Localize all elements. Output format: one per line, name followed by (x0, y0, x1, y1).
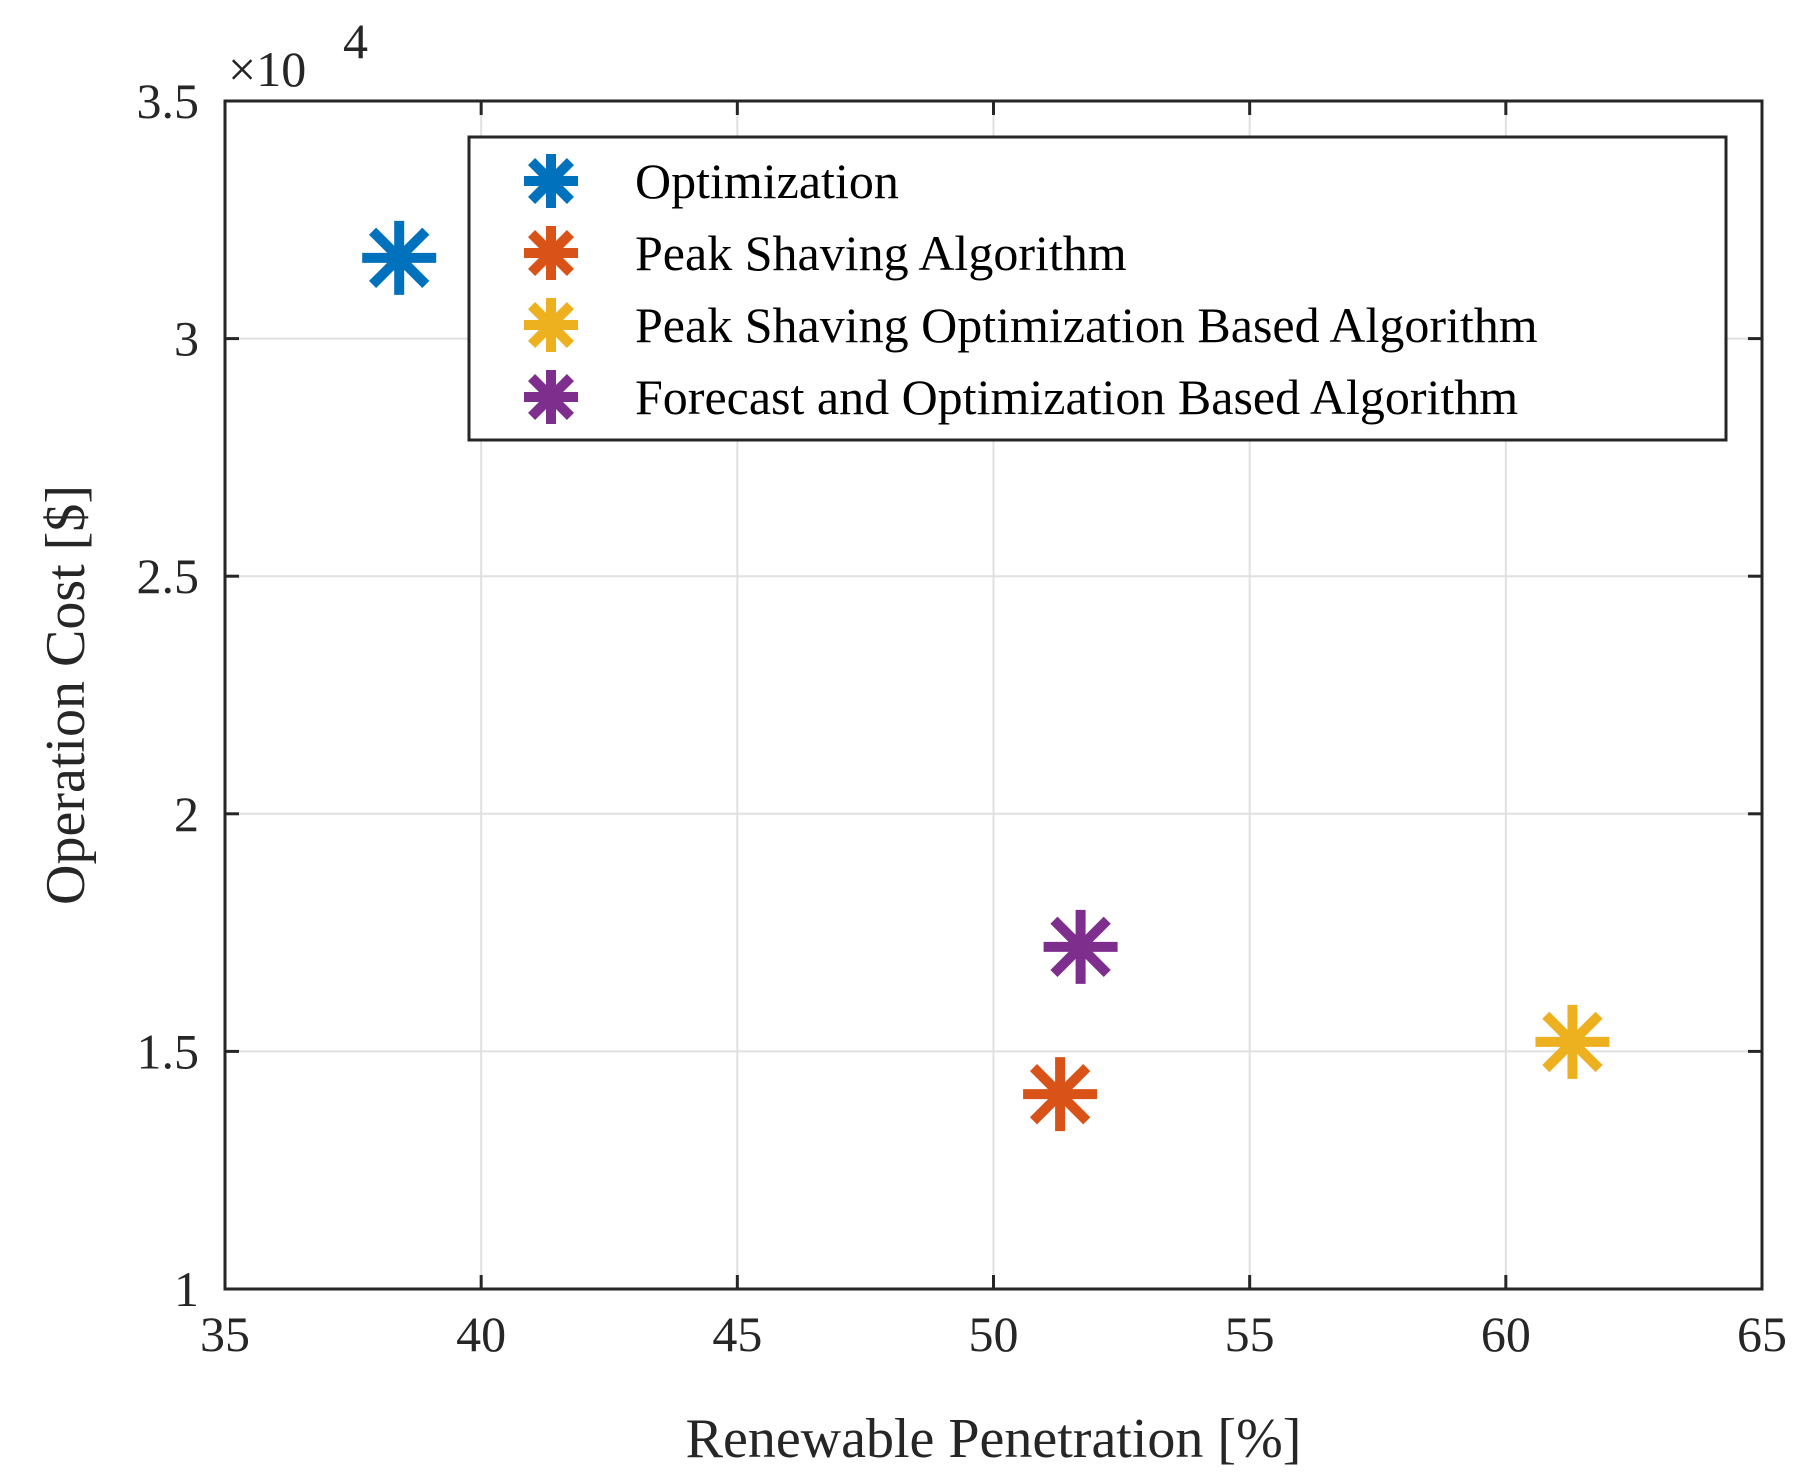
data-point (362, 220, 437, 295)
x-tick-label: 55 (1225, 1306, 1275, 1362)
x-tick-label: 50 (969, 1306, 1019, 1362)
legend-label: Peak Shaving Optimization Based Algorith… (635, 297, 1538, 353)
legend: Optimization Peak Shaving Algorithm Peak S… (467, 135, 1728, 442)
axis-ticks: 35 40 45 50 55 60 65 1 1.5 2 2.5 3 3.5 (137, 73, 1788, 1362)
x-tick-label: 40 (456, 1306, 506, 1362)
y-axis-multiplier-exponent: 4 (343, 13, 368, 69)
data-point (1535, 1004, 1610, 1079)
legend-label: Peak Shaving Algorithm (635, 225, 1127, 281)
y-tick-label: 1 (174, 1261, 199, 1317)
y-axis-label: Operation Cost [$] (35, 485, 97, 905)
y-tick-label: 2.5 (137, 548, 200, 604)
x-tick-label: 60 (1481, 1306, 1531, 1362)
legend-box (467, 135, 1728, 442)
y-tick-label: 2 (174, 786, 199, 842)
y-tick-label: 3.5 (137, 73, 200, 129)
legend-marker (524, 298, 578, 352)
legend-label: Optimization (635, 153, 899, 209)
legend-marker (524, 226, 578, 280)
y-tick-label: 1.5 (137, 1023, 200, 1079)
legend-marker (524, 154, 578, 208)
x-axis-label: Renewable Penetration [%] (686, 1408, 1302, 1470)
legend-label: Forecast and Optimization Based Algorith… (635, 369, 1518, 425)
x-tick-label: 45 (712, 1306, 762, 1362)
legend-marker (524, 370, 578, 424)
y-tick-label: 3 (174, 311, 199, 367)
y-axis-multiplier: ×10 (228, 41, 306, 97)
data-point (1043, 909, 1118, 984)
x-tick-label: 35 (200, 1306, 250, 1362)
data-points (362, 220, 1610, 1132)
x-tick-label: 65 (1737, 1306, 1787, 1362)
data-point (1023, 1057, 1098, 1132)
